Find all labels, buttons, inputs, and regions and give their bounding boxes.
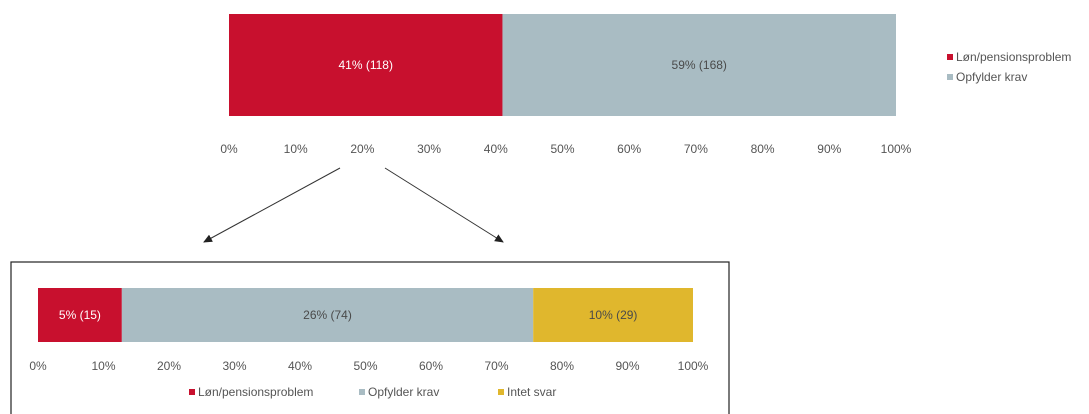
top-bar-opfylder-krav xyxy=(502,14,896,116)
bottom-legend-label-opfylder-krav: Opfylder krav xyxy=(368,385,439,399)
top-tick-label: 60% xyxy=(617,142,641,156)
top-tick-label: 100% xyxy=(881,142,912,156)
top-tick-label: 50% xyxy=(550,142,574,156)
zoom-arrow-left xyxy=(203,167,341,243)
bottom-legend-swatch-lon-pensionsproblem xyxy=(189,389,195,395)
top-bar-label-lon-pensionsproblem: 41% (118) xyxy=(338,58,392,72)
detail-frame xyxy=(10,261,730,414)
top-tick-label: 20% xyxy=(350,142,374,156)
bottom-tick-label: 20% xyxy=(157,359,181,373)
bottom-bar-opfylder-krav xyxy=(121,288,534,342)
bottom-bar-label-lon-pensionsproblem: 5% (15) xyxy=(59,308,101,322)
top-tick-label: 80% xyxy=(751,142,775,156)
bottom-tick-label: 30% xyxy=(222,359,246,373)
bottom-tick-label: 80% xyxy=(550,359,574,373)
top-tick-label: 0% xyxy=(220,142,238,156)
top-legend-swatch-opfylder-krav xyxy=(947,74,953,80)
bottom-tick-label: 40% xyxy=(288,359,312,373)
top-bar-label-opfylder-krav: 59% (168) xyxy=(672,58,727,72)
bottom-legend-label-intet-svar: Intet svar xyxy=(507,385,556,399)
bottom-tick-label: 50% xyxy=(353,359,377,373)
top-bar-lon-pensionsproblem xyxy=(229,14,503,116)
zoom-arrow-right xyxy=(384,167,504,243)
top-legend-label-lon-pensionsproblem: Løn/pensionsproblem xyxy=(956,50,1071,64)
bottom-tick-label: 90% xyxy=(615,359,639,373)
top-tick-label: 10% xyxy=(284,142,308,156)
bottom-stacked-bar-chart: 5% (15) 26% (74) 10% (29) 0% 10% 20% 30% 40% 50%… xyxy=(29,288,709,399)
top-tick-label: 30% xyxy=(417,142,441,156)
bottom-tick-label: 10% xyxy=(91,359,115,373)
bottom-bar-lon-pensionsproblem xyxy=(38,288,122,342)
bottom-bar-label-intet-svar: 10% (29) xyxy=(589,308,638,322)
bottom-tick-label: 60% xyxy=(419,359,443,373)
bottom-legend-swatch-opfylder-krav xyxy=(359,389,365,395)
top-legend-label-opfylder-krav: Opfylder krav xyxy=(956,70,1027,84)
bottom-legend-label-lon-pensionsproblem: Løn/pensionsproblem xyxy=(198,385,313,399)
bottom-bar-intet-svar xyxy=(533,288,693,342)
bottom-tick-label: 0% xyxy=(29,359,47,373)
bottom-tick-label: 100% xyxy=(678,359,709,373)
bottom-bar-label-opfylder-krav: 26% (74) xyxy=(303,308,352,322)
top-legend-swatch-lon-pensionsproblem xyxy=(947,54,953,60)
top-tick-label: 90% xyxy=(817,142,841,156)
bottom-legend-swatch-intet-svar xyxy=(498,389,504,395)
top-tick-label: 70% xyxy=(684,142,708,156)
bottom-tick-label: 70% xyxy=(484,359,508,373)
top-stacked-bar-chart: 41% (118) 59% (168) 0% 10% 20% 30% 40% 50% 60% 70… xyxy=(220,14,1071,156)
top-tick-label: 40% xyxy=(484,142,508,156)
